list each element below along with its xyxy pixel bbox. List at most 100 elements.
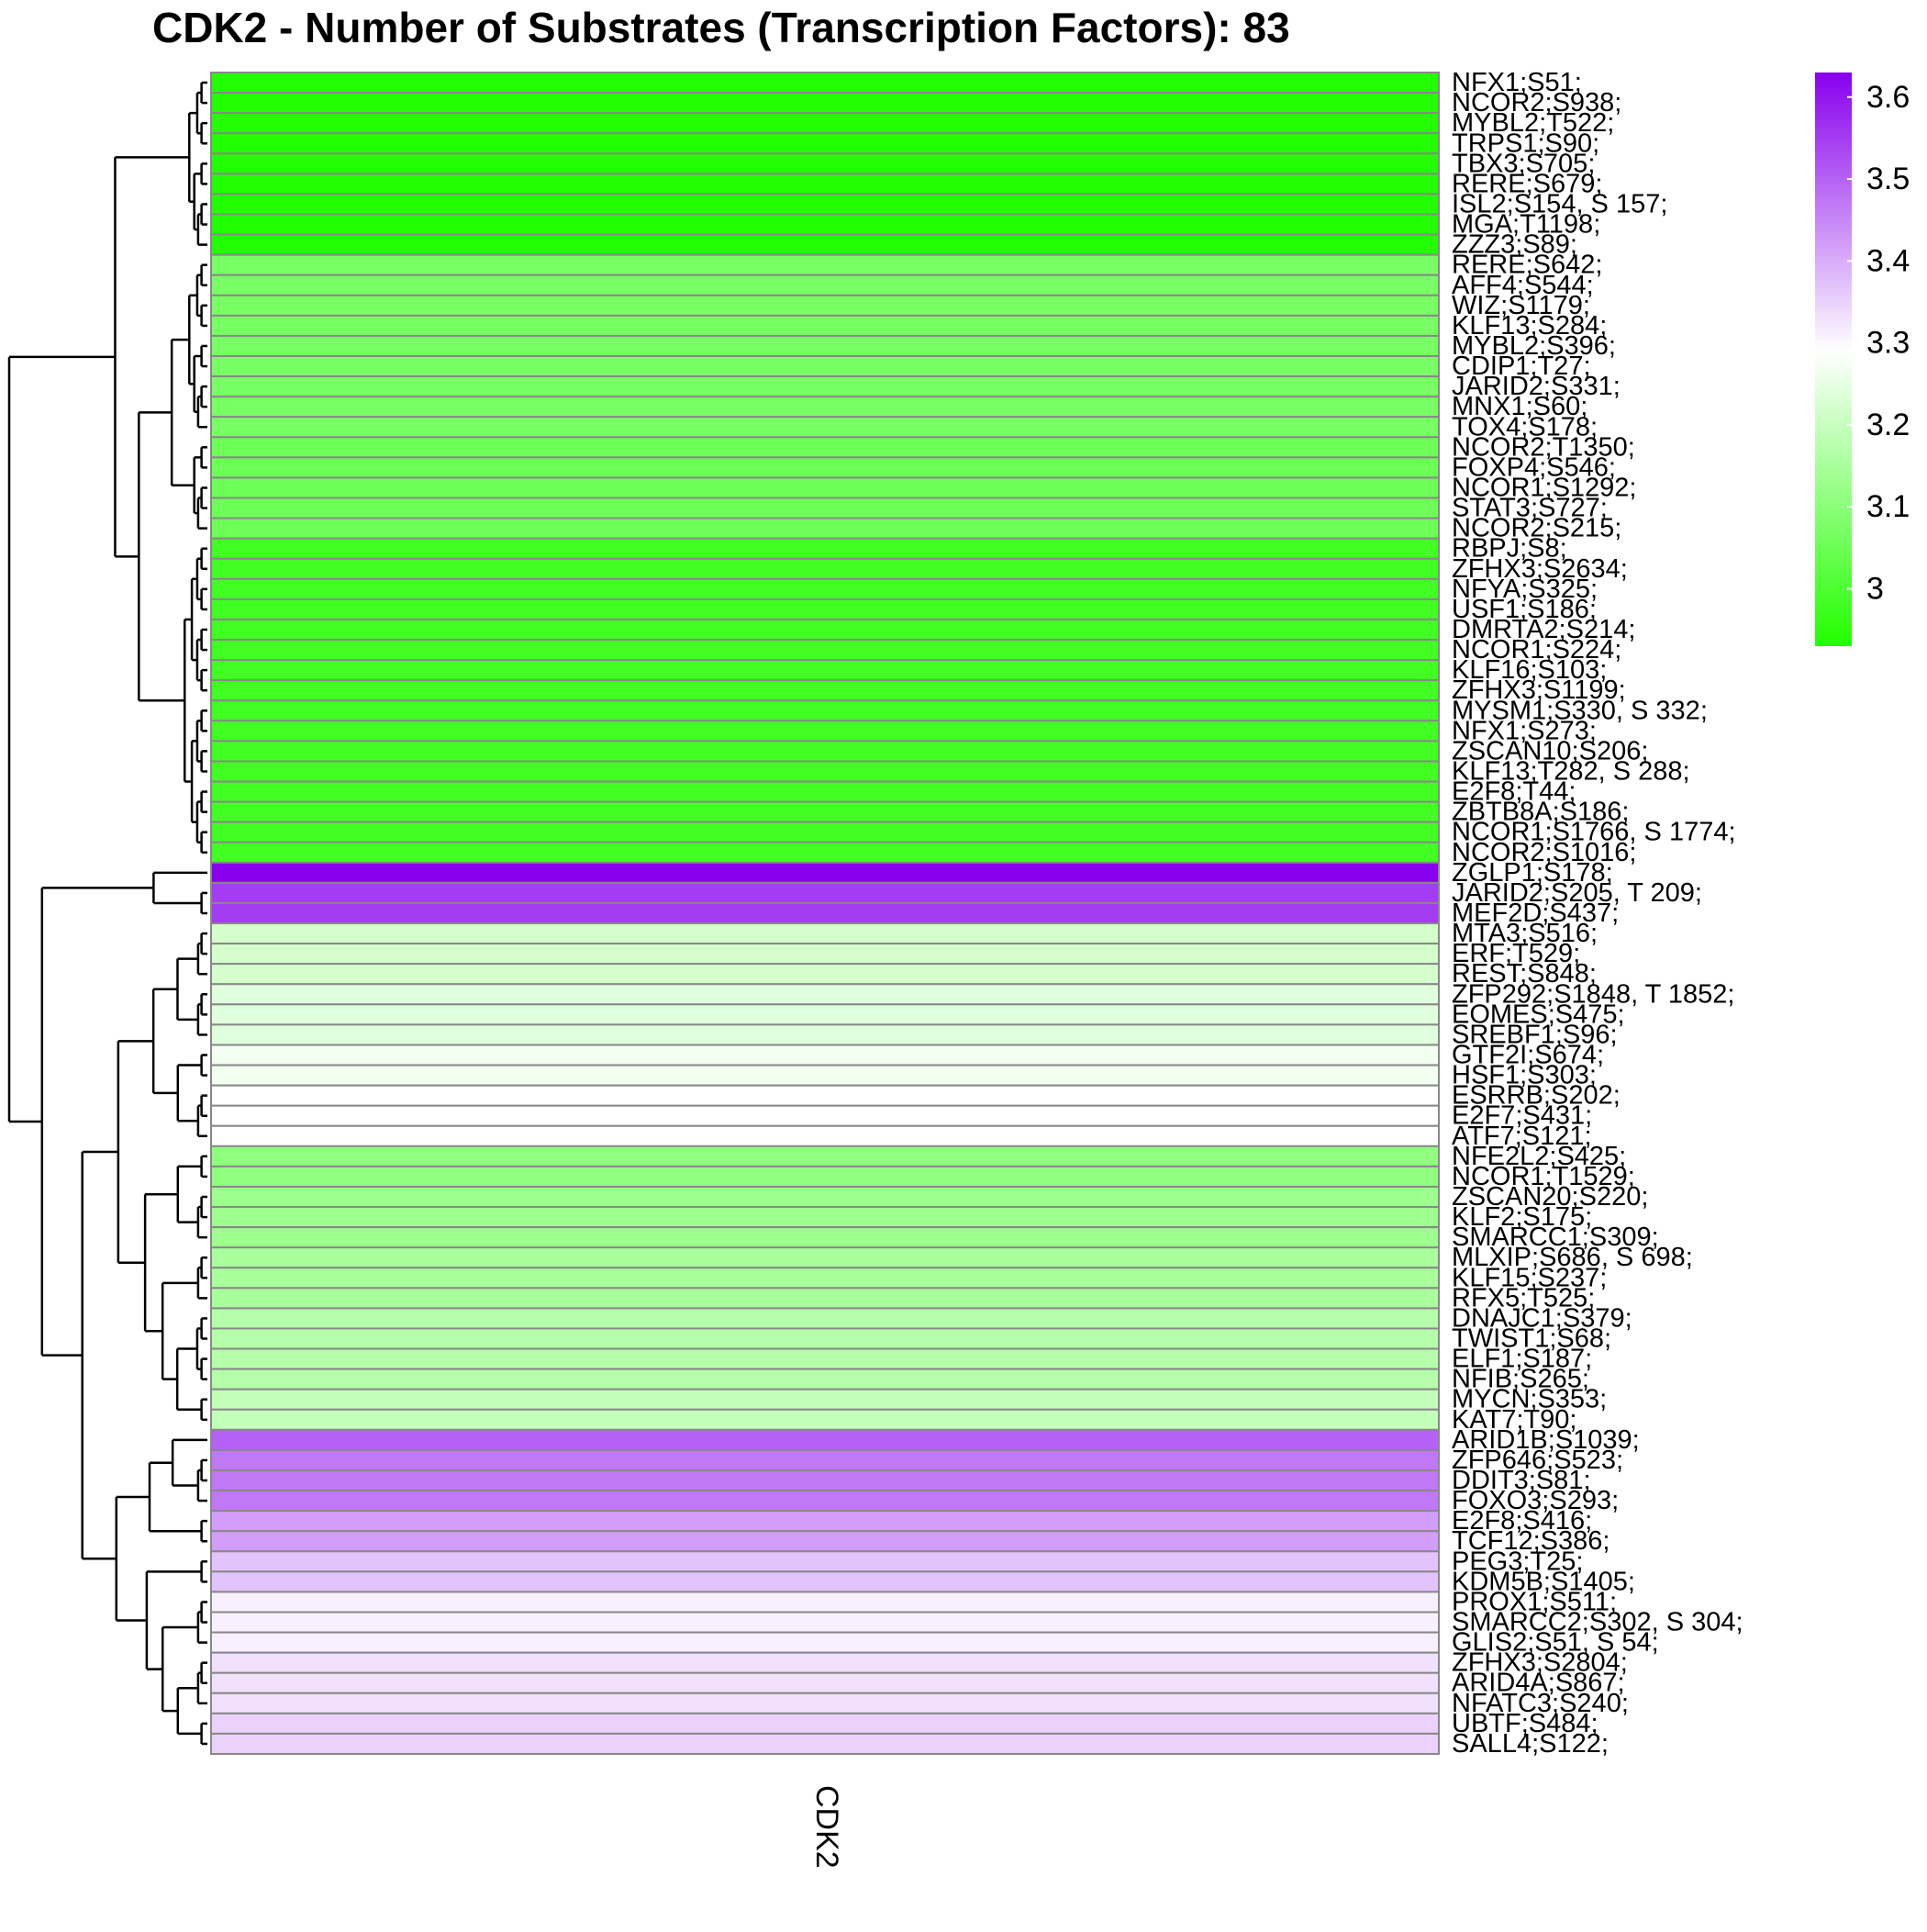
row-label: STAT3;S727; xyxy=(1452,494,1608,523)
row-label: SMARCC2;S302, S 304; xyxy=(1452,1608,1743,1637)
row-label: ERF;T529; xyxy=(1452,939,1580,968)
row-label: NCOR2;T1350; xyxy=(1452,432,1635,462)
heatmap-cell xyxy=(210,132,1440,155)
heatmap-cell xyxy=(210,294,1440,317)
row-label: ZFP646;S523; xyxy=(1452,1446,1623,1475)
heatmap-cell xyxy=(210,456,1440,479)
heatmap-cell xyxy=(210,1145,1440,1167)
row-label: DMRTA2;S214; xyxy=(1452,615,1635,644)
heatmap-cell xyxy=(210,1347,1440,1370)
heatmap-cell xyxy=(210,476,1440,499)
heatmap-cell xyxy=(210,780,1440,803)
heatmap-cell xyxy=(210,760,1440,783)
row-label: SREBF1;S96; xyxy=(1452,1020,1618,1049)
heatmap-cell xyxy=(210,1712,1440,1735)
row-label: TBX3;S705; xyxy=(1452,149,1595,178)
row-label: RERE;S679; xyxy=(1452,169,1602,198)
legend-ticks: 3 3.1 3.2 3.3 3.4 3.5 3.6 xyxy=(1847,80,1910,607)
row-label: NFX1;S51; xyxy=(1452,68,1582,97)
heatmap-cell xyxy=(210,740,1440,763)
heatmap-cell xyxy=(210,314,1440,337)
row-label: NFIB;S265; xyxy=(1452,1365,1589,1394)
heatmap-cell xyxy=(210,253,1440,276)
row-label: REST;S848; xyxy=(1452,959,1597,988)
row-label: ARID1B;S1039; xyxy=(1452,1425,1640,1455)
row-label: MGA;T1198; xyxy=(1452,210,1600,240)
heatmap-cell xyxy=(210,1570,1440,1593)
heatmap-cell xyxy=(210,1267,1440,1290)
row-label: MTA3;S516; xyxy=(1452,919,1598,948)
row-label: JARID2;S331; xyxy=(1452,372,1621,401)
row-label: FOXP4;S546; xyxy=(1452,452,1616,482)
heatmap-cell xyxy=(210,659,1440,682)
row-label: NCOR1;S1766, S 1774; xyxy=(1452,818,1736,847)
legend-color-bar xyxy=(1815,73,1852,646)
heatmap-cell xyxy=(210,1469,1440,1492)
heatmap-cell xyxy=(210,1428,1440,1451)
row-label: ESRRB;S202; xyxy=(1452,1081,1621,1111)
row-label: MLXIP;S686, S 698; xyxy=(1452,1243,1693,1272)
heatmap-cell xyxy=(210,841,1440,864)
row-label: NCOR2;S1016; xyxy=(1452,838,1637,867)
row-label: DDIT3;S81; xyxy=(1452,1466,1591,1495)
heatmap-cell xyxy=(210,334,1440,358)
row-label: ZZZ3;S89; xyxy=(1452,230,1577,260)
heatmap-cell xyxy=(210,497,1440,519)
row-label: SALL4;S122; xyxy=(1452,1729,1609,1759)
row-label: NCOR1;S224; xyxy=(1452,635,1621,664)
heatmap-cell xyxy=(210,861,1440,884)
heatmap-cell xyxy=(210,577,1440,600)
row-label: RBPJ;S8; xyxy=(1452,534,1567,564)
row-label: PEG3;T25; xyxy=(1452,1547,1583,1576)
row-label: NFX1;S273; xyxy=(1452,716,1597,745)
heatmap-cell xyxy=(210,152,1440,175)
row-label: MYSM1;S330, S 332; xyxy=(1452,696,1708,725)
row-label: ELF1;S187; xyxy=(1452,1345,1592,1374)
row-label: HSF1;S303; xyxy=(1452,1061,1597,1090)
heatmap-cell xyxy=(210,699,1440,722)
heatmap-cell xyxy=(210,1185,1440,1209)
row-label: ARID4A;S867; xyxy=(1452,1669,1625,1698)
legend-tick-label: 3.4 xyxy=(1866,243,1910,278)
heatmap-cell xyxy=(210,1023,1440,1046)
row-label: NCOR2;S938; xyxy=(1452,88,1621,117)
row-label: NCOR2;S215; xyxy=(1452,514,1621,543)
heatmap-cell xyxy=(210,618,1440,642)
heatmap-cell xyxy=(210,1307,1440,1330)
heatmap-cell xyxy=(210,1611,1440,1634)
heatmap-cell xyxy=(210,1165,1440,1188)
row-label: KLF13;T282, S 288; xyxy=(1452,756,1690,786)
row-label: MEF2D;S437; xyxy=(1452,899,1619,928)
row-label: TRPS1;S90; xyxy=(1452,128,1599,158)
heatmap-cell xyxy=(210,1631,1440,1654)
heatmap-cell xyxy=(210,679,1440,702)
row-label: RERE;S642; xyxy=(1452,251,1602,280)
heatmap-cell xyxy=(210,1044,1440,1067)
heatmap-cell xyxy=(210,1368,1440,1390)
row-label: NCOR1;T1529; xyxy=(1452,1162,1635,1191)
color-legend: 3 3.1 3.2 3.3 3.4 3.5 3.6 xyxy=(1815,73,1910,646)
row-label: KLF2;S175; xyxy=(1452,1202,1592,1232)
legend-tick-label: 3.3 xyxy=(1866,326,1910,361)
heatmap-cell xyxy=(210,1206,1440,1229)
row-label: ATF7;S121; xyxy=(1452,1122,1592,1151)
heatmap-cell xyxy=(210,943,1440,966)
row-label: CDIP1;T27; xyxy=(1452,352,1591,381)
row-labels: NFX1;S51;NCOR2;S938;MYBL2;T522;TRPS1;S90… xyxy=(1452,68,1743,1759)
row-label: NFATC3;S240; xyxy=(1452,1689,1629,1718)
heatmap-cell xyxy=(210,1651,1440,1674)
row-label: SMARCC1;S309; xyxy=(1452,1223,1659,1252)
heatmap-cell xyxy=(210,1064,1440,1087)
heatmap-cells xyxy=(210,72,1440,1756)
heatmap-cell xyxy=(210,1591,1440,1614)
row-label: ZSCAN20;S220; xyxy=(1452,1182,1648,1212)
row-label: MYCN;S353; xyxy=(1452,1385,1607,1414)
column-label: CDK2 xyxy=(809,1785,844,1869)
heatmap-cell xyxy=(210,901,1440,925)
row-label: MYBL2;S396; xyxy=(1452,331,1616,361)
row-label: E2F8;S416; xyxy=(1452,1506,1592,1536)
heatmap-cell xyxy=(210,1287,1440,1310)
row-label: KAT7;T90; xyxy=(1452,1405,1576,1435)
